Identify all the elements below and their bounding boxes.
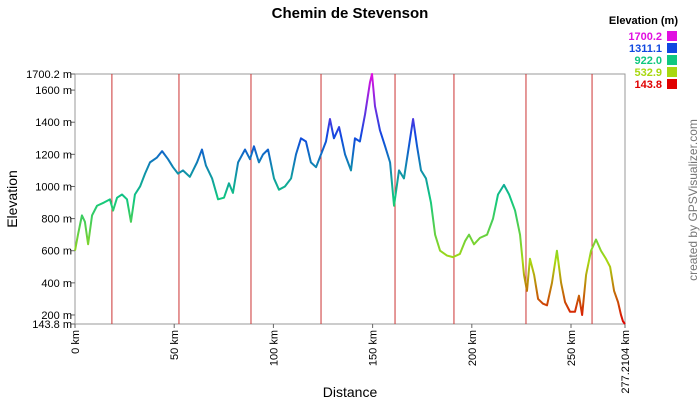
legend-swatch xyxy=(667,43,677,53)
legend-label: 1700.2 xyxy=(628,31,662,43)
x-axis-label: Distance xyxy=(323,384,378,400)
legend-swatch xyxy=(667,55,677,65)
legend-swatch xyxy=(667,79,677,89)
y-tick-label: 1700.2 m xyxy=(26,69,72,81)
credit: created by GPSVisualizer.com xyxy=(686,119,700,281)
x-tick-label: 277.2104 km xyxy=(620,330,632,394)
legend-title: Elevation (m) xyxy=(609,15,678,27)
legend-label: 143.8 xyxy=(634,79,662,91)
y-tick-label: 1400 m xyxy=(35,117,72,129)
legend-label: 922.0 xyxy=(634,55,662,67)
x-tick-label: 100 km xyxy=(268,330,280,366)
y-axis-label: Elevation xyxy=(4,170,20,228)
x-tick-label: 250 km xyxy=(566,330,578,366)
chart-title: Chemin de Stevenson xyxy=(272,5,429,22)
y-tick-label: 200 m xyxy=(41,310,72,322)
y-tick-label: 1000 m xyxy=(35,181,72,193)
legend-swatch xyxy=(667,67,677,77)
legend-swatch xyxy=(667,31,677,41)
x-tick-label: 200 km xyxy=(467,330,479,366)
y-tick-label: 1600 m xyxy=(35,85,72,97)
y-tick-label: 800 m xyxy=(41,214,72,226)
y-tick-label: 400 m xyxy=(41,278,72,290)
elevation-line xyxy=(74,73,626,325)
y-tick-label: 143.8 m xyxy=(32,319,72,331)
legend-label: 1311.1 xyxy=(629,43,662,55)
legend-label: 532.9 xyxy=(634,67,662,79)
y-tick-label: 600 m xyxy=(41,246,72,258)
y-tick-label: 1200 m xyxy=(35,149,72,161)
x-tick-label: 150 km xyxy=(368,330,380,366)
x-tick-label: 50 km xyxy=(169,330,181,360)
x-tick-label: 0 km xyxy=(70,330,82,354)
plot-frame xyxy=(74,73,626,325)
